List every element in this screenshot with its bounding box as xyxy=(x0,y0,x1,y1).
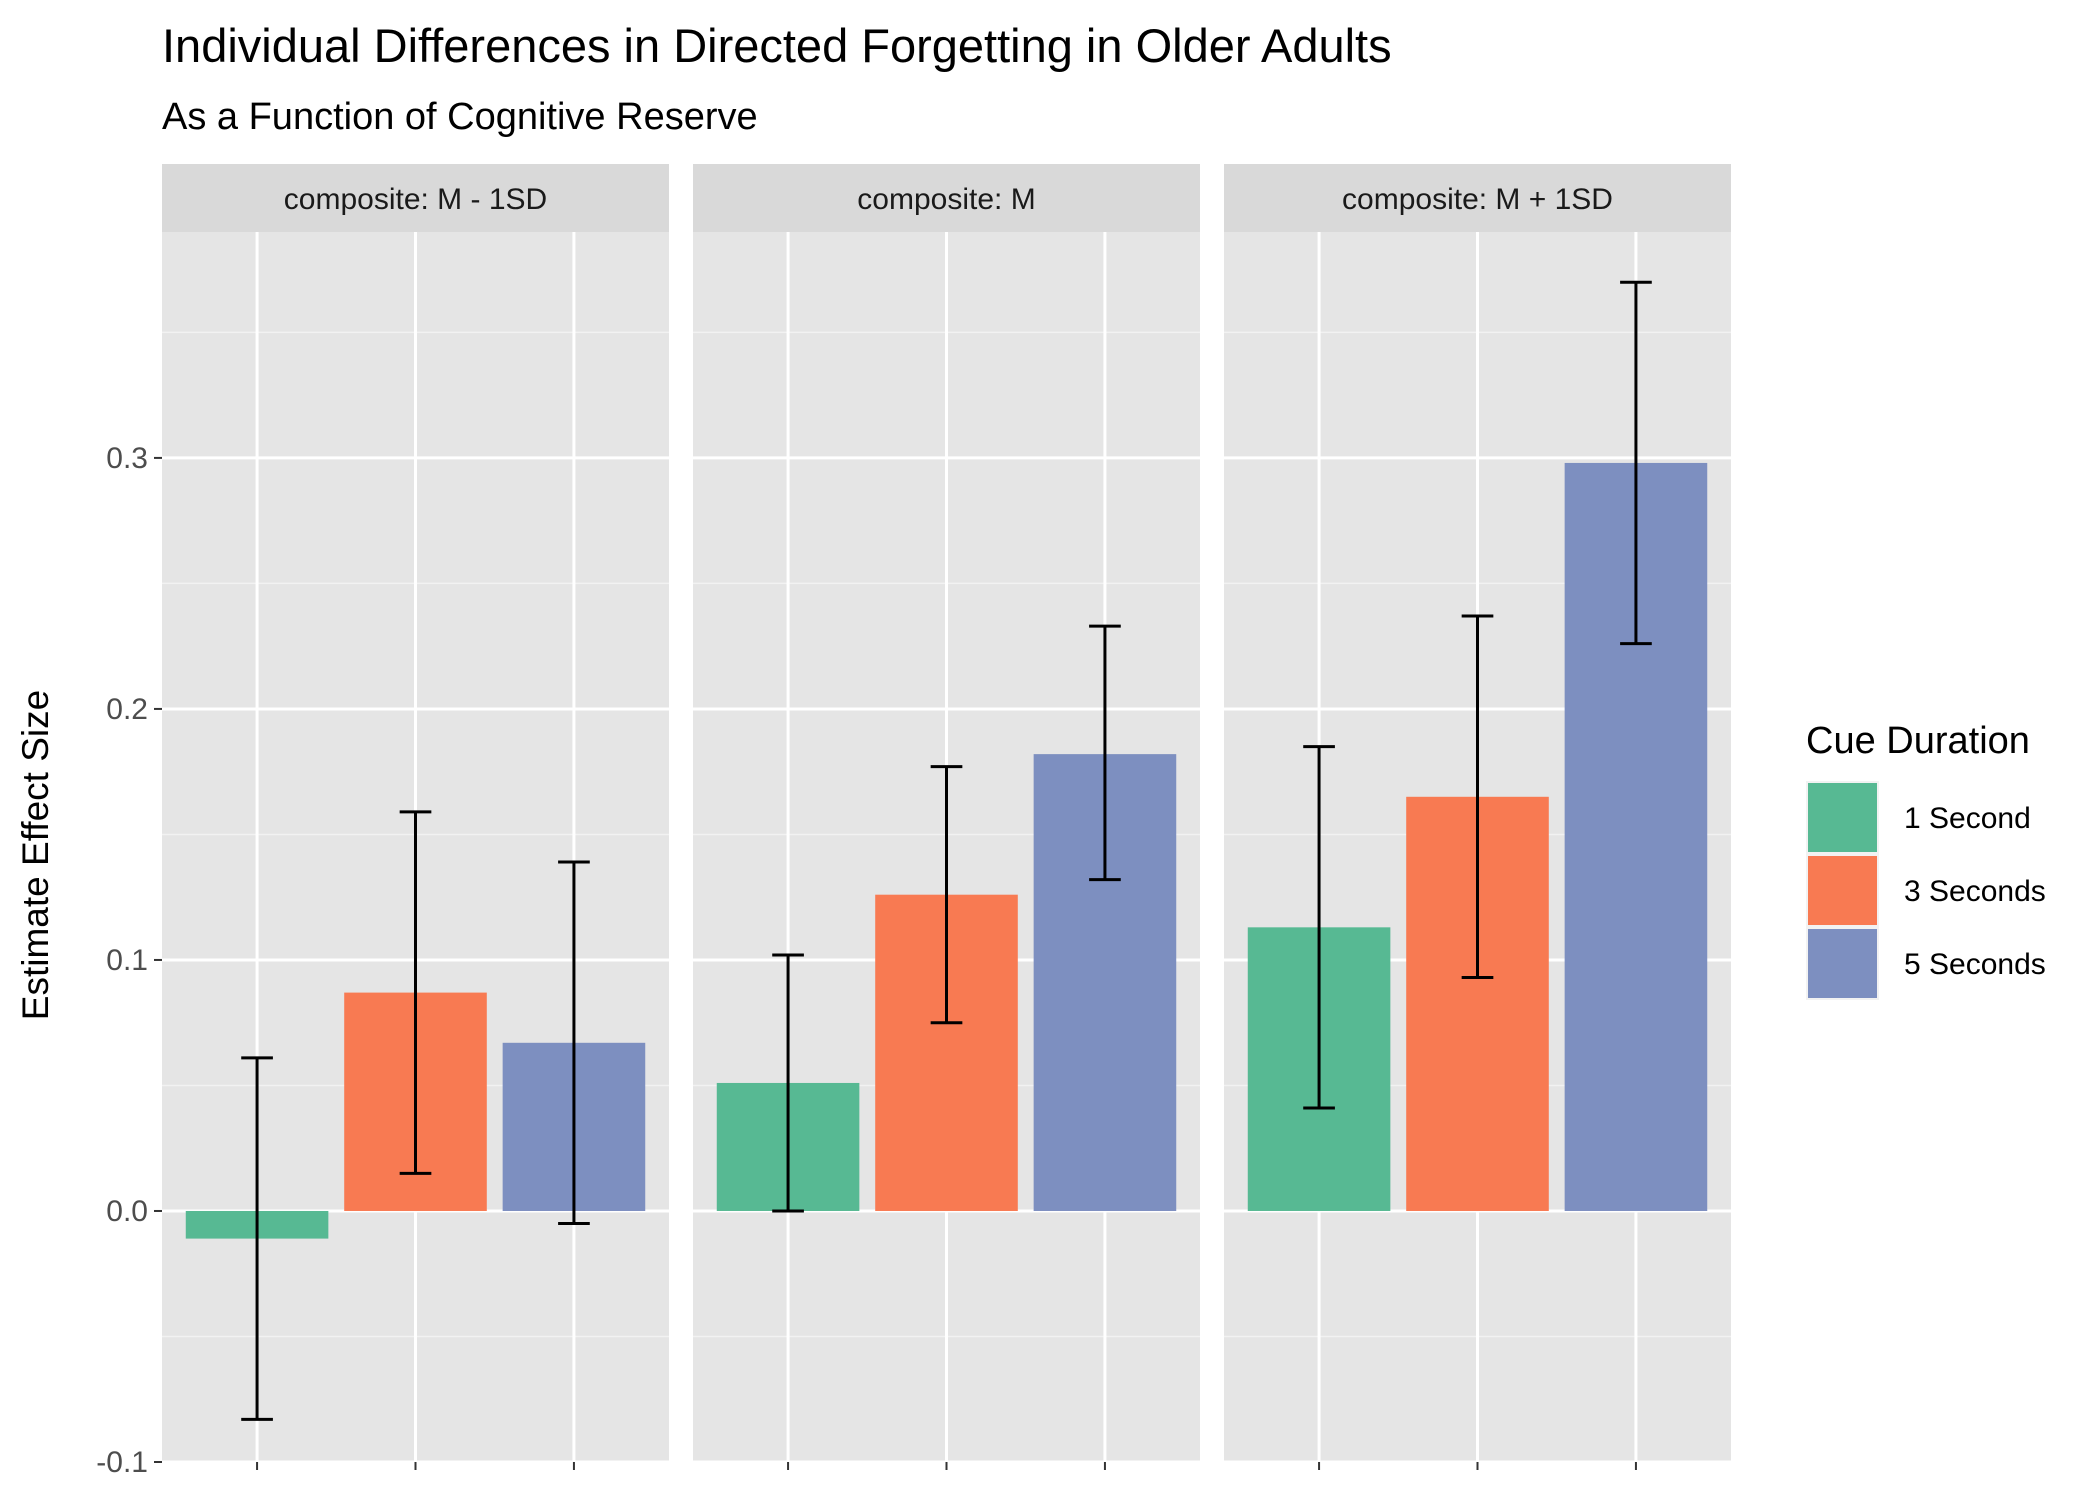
legend-label: 5 Seconds xyxy=(1904,948,2046,981)
facet-strip xyxy=(693,164,1200,232)
facet-strip xyxy=(162,164,669,232)
facet-panel-2: composite: M xyxy=(693,164,1200,1470)
y-axis-title: Estimate Effect Size xyxy=(15,690,56,1020)
error-bar xyxy=(399,810,432,1175)
y-tick-label: 0.1 xyxy=(106,944,148,977)
facet-strip xyxy=(1224,164,1731,232)
facet-strip-label: composite: M + 1SD xyxy=(1342,183,1613,216)
facet-panels: composite: M - 1SD composite: M composite:… xyxy=(162,164,1731,1470)
y-tick-label: 0.3 xyxy=(106,442,148,475)
y-tick-label: 0.0 xyxy=(106,1195,148,1228)
error-bar xyxy=(930,765,963,1025)
facet-strip-label: composite: M xyxy=(857,183,1035,216)
y-axis: -0.1 0.0 0.1 0.2 0.3 xyxy=(96,442,162,1479)
y-tick-label: -0.1 xyxy=(96,1446,148,1479)
legend-label: 1 Second xyxy=(1904,802,2031,835)
legend-key xyxy=(1808,783,1877,852)
error-bar xyxy=(772,953,804,1213)
y-tick-label: 0.2 xyxy=(106,693,148,726)
legend-title: Cue Duration xyxy=(1806,720,2030,762)
error-bar xyxy=(241,1056,273,1421)
facet-panel-3: composite: M + 1SD xyxy=(1224,164,1731,1470)
error-bar xyxy=(1620,280,1652,646)
legend-label: 3 Seconds xyxy=(1904,875,2046,908)
legend-key xyxy=(1808,856,1877,925)
chart-subtitle: As a Function of Cognitive Reserve xyxy=(162,96,758,138)
error-bar xyxy=(558,860,590,1226)
facet-panel-1: composite: M - 1SD xyxy=(162,164,669,1470)
legend-key xyxy=(1808,929,1877,998)
error-bar xyxy=(1461,614,1494,980)
facet-strip-label: composite: M - 1SD xyxy=(284,183,547,216)
error-bar xyxy=(1303,745,1335,1110)
chart-title: Individual Differences in Directed Forge… xyxy=(162,19,1392,72)
legend: Cue Duration 1 Second 3 Seconds 5 Seconds xyxy=(1806,720,2046,1000)
error-bar xyxy=(1089,624,1121,882)
